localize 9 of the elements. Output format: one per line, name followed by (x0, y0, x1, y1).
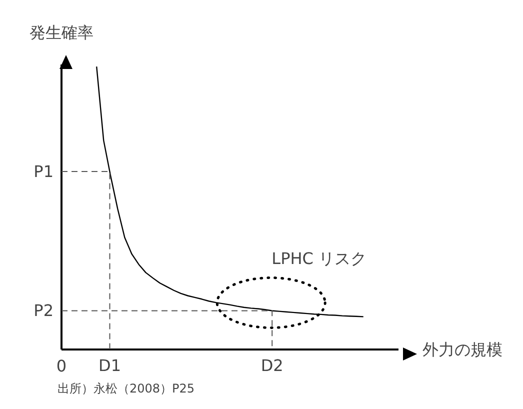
ref-line-label: P2 (34, 301, 54, 320)
text: 0 (56, 356, 67, 376)
ref-line-label: P1 (34, 162, 54, 182)
y-axis-title: 発生確率 (30, 23, 94, 42)
text: D2 (260, 356, 284, 375)
x-axis-title: 外力の規模 (422, 340, 502, 359)
text: D1 (98, 356, 121, 375)
annotation: LPHC リスク (272, 249, 367, 268)
text: 出所）永松（2008）P25 (58, 382, 195, 396)
